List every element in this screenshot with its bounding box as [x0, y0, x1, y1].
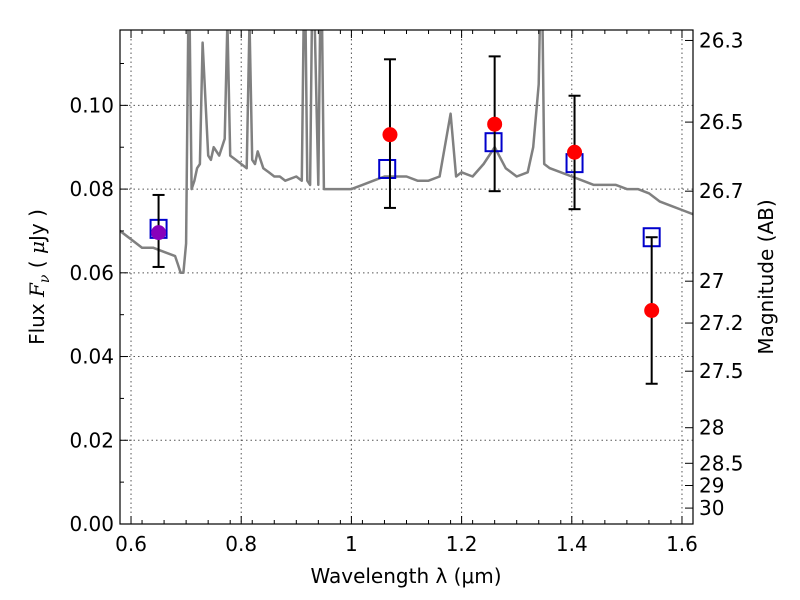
y-axis-label-part-4: ( — [25, 254, 49, 275]
right-tick-label: 26.3 — [699, 28, 744, 52]
observed-flux-point — [151, 225, 167, 241]
x-axis-label: Wavelength λ (μm) — [310, 564, 501, 588]
x-tick-label: 1.2 — [446, 532, 478, 556]
right-tick-label: 29 — [699, 473, 724, 497]
observed-flux-point — [567, 144, 583, 160]
right-tick-label: 28 — [699, 416, 724, 440]
x-tick-label: 0.6 — [115, 532, 147, 556]
x-tick-label: 1.6 — [666, 532, 698, 556]
right-tick-label: 27.2 — [699, 311, 744, 335]
x-tick-label: 1 — [345, 532, 358, 556]
model-flux-square — [378, 158, 397, 179]
right-tick-label: 26.5 — [699, 110, 744, 134]
right-axis-label: Magnitude (AB) — [754, 199, 778, 354]
model-flux-square — [484, 132, 503, 153]
ticks — [120, 30, 693, 525]
y-tick-label: 0.08 — [69, 177, 114, 201]
y-axis-label-part-5: μ — [25, 241, 49, 254]
y-tick-label: 0.04 — [69, 345, 114, 369]
observed-flux-point — [382, 127, 398, 143]
observed-flux-point — [487, 116, 503, 132]
observed-flux-point — [644, 302, 660, 318]
right-tick-label: 27 — [699, 269, 724, 293]
right-tick-label: 28.5 — [699, 451, 744, 475]
y-tick-label: 0.02 — [69, 428, 114, 452]
model-spectrum-line — [120, 30, 693, 275]
y-axis-label-part-2: F — [25, 282, 49, 298]
right-tick-label: 27.5 — [699, 359, 744, 383]
y-tick-label: 0.06 — [69, 261, 114, 285]
x-tick-label: 1.4 — [556, 532, 588, 556]
y-tick-label: 0.10 — [69, 93, 114, 117]
tick-labels: 0.6 0.8 1 1.2 1.4 1.6 0.00 0.02 0.04 0.06 0.08 0.10… — [69, 28, 743, 556]
x-tick-label: 0.8 — [225, 532, 257, 556]
y-axis-label-part-6: Jy ) — [25, 209, 49, 243]
y-axis-label: Flux Fν ( μJy ) — [25, 209, 53, 345]
y-axis-label-part-1: Flux — [25, 297, 49, 345]
y-tick-label: 0.00 — [69, 512, 114, 536]
right-tick-label: 30 — [699, 496, 724, 520]
y-axis-label-part-3: ν — [37, 274, 53, 283]
right-tick-label: 26.7 — [699, 179, 744, 203]
plot-area — [120, 30, 693, 385]
